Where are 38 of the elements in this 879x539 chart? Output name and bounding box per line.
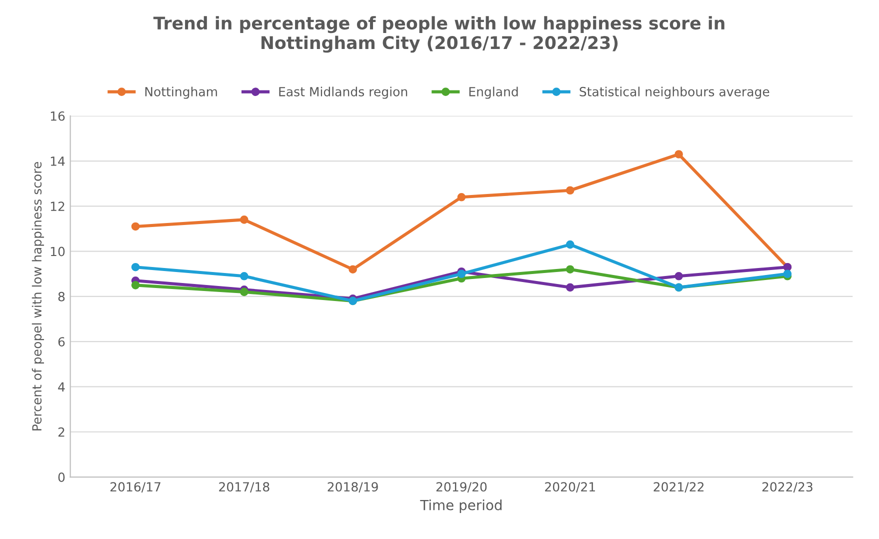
point [131,281,140,290]
point [240,288,248,296]
y-tick-label: 4 [58,382,65,392]
point [131,262,140,272]
point [674,272,683,280]
x-tick-label: 2019/20 [436,482,487,493]
point [240,216,248,224]
x-tick-label: 2021/22 [654,482,704,493]
legend-label: Nottingham [145,86,217,99]
y-axis-title: Percent of peopel with low happiness score [32,162,44,430]
x-tick-label: 2017/18 [219,482,270,493]
y-tick-label: 8 [58,292,65,302]
y-tick-label: 2 [58,427,64,437]
point [457,192,466,202]
x-tick-label: 2018/19 [328,482,378,493]
y-tick-label: 16 [50,111,65,121]
point [674,150,683,158]
point [240,272,248,280]
x-tick-label: 2020/21 [545,482,595,493]
x-axis-title: Time period [420,500,502,513]
point [566,265,574,274]
point [566,186,574,195]
point [457,270,466,278]
point [131,222,140,231]
point [348,265,357,274]
y-tick-label: 10 [50,246,65,256]
point [566,240,574,249]
legend-label: East Midlands region [279,86,408,99]
y-tick-label: 14 [50,156,65,166]
chart-title: Trend in percentage of people with low happiness score in Nottingham City (2016/17 - 2022/23) [153,16,724,53]
y-tick-label: 0 [58,472,65,482]
y-tick-label: 12 [50,202,64,211]
y-tick-label: 6 [58,337,65,347]
legend-label: England [469,86,518,99]
legend-label: Statistical neighbours average [580,86,770,99]
x-tick-label: 2016/17 [110,482,160,493]
x-tick-label: 2022/23 [762,482,812,493]
point [566,283,574,292]
